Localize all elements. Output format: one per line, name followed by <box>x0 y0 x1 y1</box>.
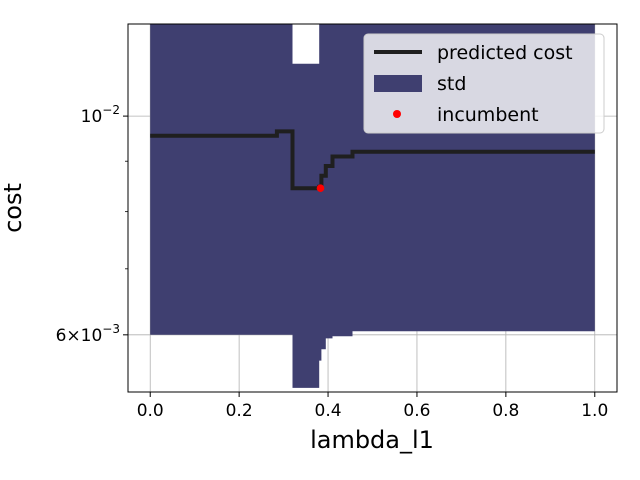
incumbent-points <box>316 184 325 193</box>
y-axis-label: cost <box>0 183 27 233</box>
legend-swatch-dot <box>393 110 401 118</box>
legend: predicted cost std incumbent <box>363 33 605 134</box>
x-axis-label: lambda_l1 <box>310 426 434 454</box>
legend-label: std <box>437 73 466 95</box>
x-tick-label: 0.2 <box>226 401 253 421</box>
legend-box <box>363 33 605 134</box>
tick-labels: 0.0 0.2 0.4 0.6 0.8 1.0 10−2 6×10−3 <box>56 103 609 421</box>
predicted-cost-line-path <box>150 129 595 191</box>
x-tick-label: 0.4 <box>315 401 342 421</box>
x-tick-label: 1.0 <box>581 401 608 421</box>
predicted-cost-line <box>150 129 595 191</box>
incumbent-point <box>316 184 325 193</box>
axes-frame <box>127 23 618 393</box>
axes <box>123 23 618 397</box>
x-tick-label: 0.6 <box>403 401 430 421</box>
legend-label: predicted cost <box>437 42 573 64</box>
legend-label: incumbent <box>437 104 539 126</box>
y-tick-label: 6×10−3 <box>56 322 120 346</box>
x-tick-label: 0.0 <box>137 401 164 421</box>
legend-swatch-patch <box>374 75 422 92</box>
y-tick-label: 10−2 <box>81 103 120 127</box>
x-tick-label: 0.8 <box>492 401 519 421</box>
